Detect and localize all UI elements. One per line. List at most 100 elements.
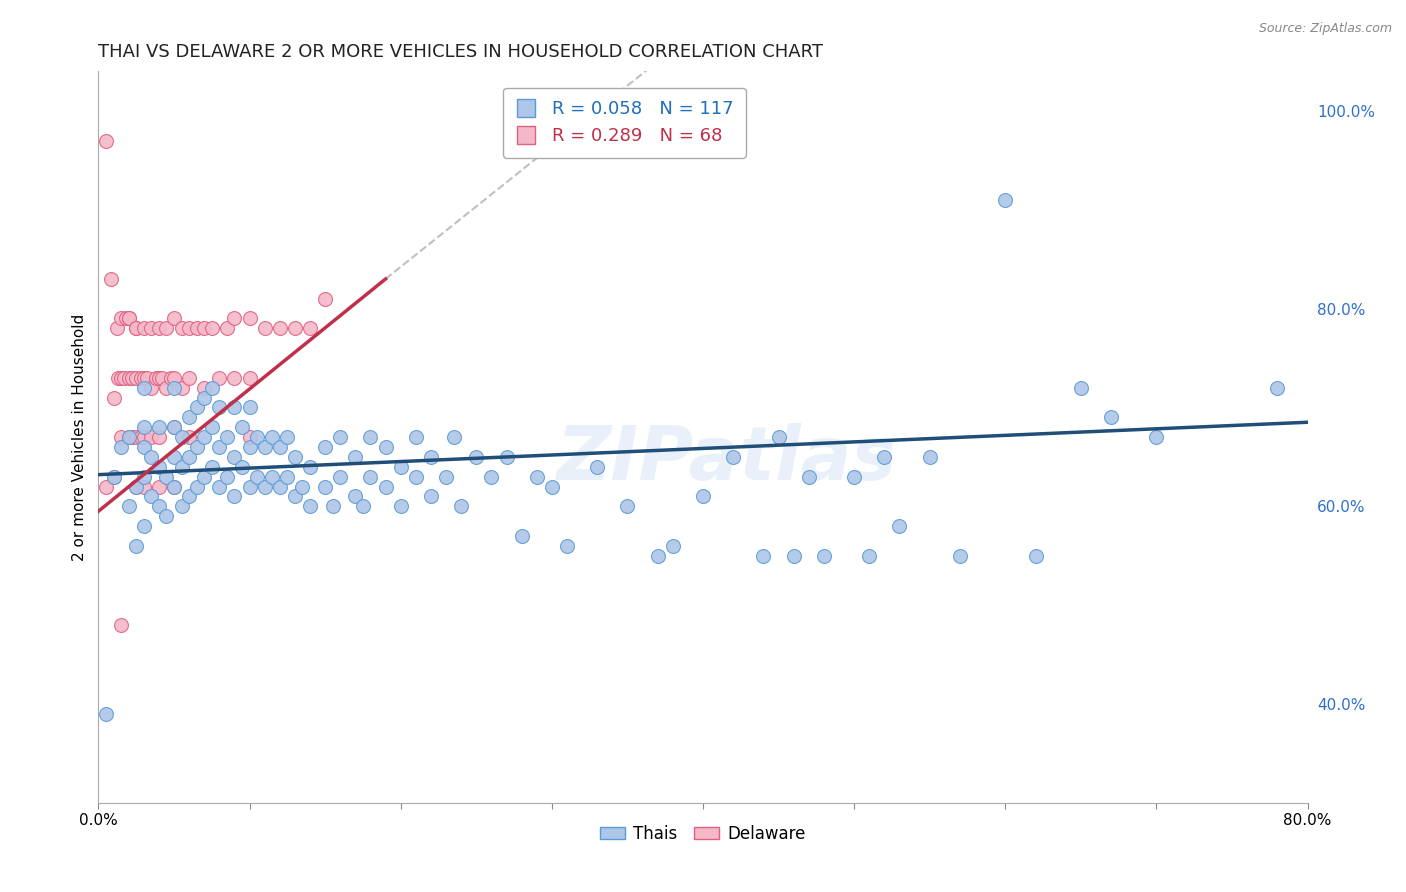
Point bbox=[555, 539, 578, 553]
Point bbox=[135, 371, 157, 385]
Point bbox=[100, 272, 122, 286]
Point bbox=[813, 549, 835, 563]
Point bbox=[145, 371, 167, 385]
Point bbox=[148, 420, 170, 434]
Point bbox=[723, 450, 745, 464]
Point bbox=[193, 430, 215, 444]
Point bbox=[284, 489, 307, 503]
Point bbox=[155, 321, 177, 335]
Point bbox=[224, 371, 246, 385]
Point bbox=[103, 391, 125, 405]
Point bbox=[110, 371, 132, 385]
Point bbox=[94, 706, 117, 721]
Point bbox=[163, 479, 186, 493]
Point bbox=[215, 430, 238, 444]
Point bbox=[125, 539, 148, 553]
Point bbox=[141, 430, 163, 444]
Point bbox=[129, 430, 152, 444]
Point bbox=[112, 371, 135, 385]
Point bbox=[540, 479, 562, 493]
Point bbox=[299, 459, 322, 474]
Point bbox=[314, 440, 336, 454]
Point bbox=[329, 469, 352, 483]
Point bbox=[389, 459, 412, 474]
Point bbox=[179, 371, 201, 385]
Point bbox=[239, 371, 262, 385]
Point bbox=[186, 440, 208, 454]
Point bbox=[186, 321, 208, 335]
Point bbox=[495, 450, 517, 464]
Point bbox=[215, 469, 238, 483]
Point bbox=[132, 430, 155, 444]
Point bbox=[783, 549, 806, 563]
Point bbox=[420, 489, 443, 503]
Point bbox=[374, 479, 396, 493]
Point bbox=[844, 469, 866, 483]
Point bbox=[269, 321, 291, 335]
Point bbox=[193, 469, 215, 483]
Point bbox=[510, 529, 533, 543]
Point bbox=[160, 371, 183, 385]
Point bbox=[374, 440, 396, 454]
Text: Source: ZipAtlas.com: Source: ZipAtlas.com bbox=[1258, 22, 1392, 36]
Point bbox=[179, 450, 201, 464]
Point bbox=[329, 430, 352, 444]
Y-axis label: 2 or more Vehicles in Household: 2 or more Vehicles in Household bbox=[72, 313, 87, 561]
Point bbox=[193, 381, 215, 395]
Point bbox=[586, 459, 609, 474]
Point bbox=[239, 430, 262, 444]
Point bbox=[155, 469, 177, 483]
Point bbox=[155, 509, 177, 524]
Point bbox=[314, 479, 336, 493]
Point bbox=[179, 430, 201, 444]
Point bbox=[276, 469, 298, 483]
Point bbox=[121, 371, 143, 385]
Point bbox=[389, 500, 412, 514]
Point bbox=[125, 321, 148, 335]
Point bbox=[163, 371, 186, 385]
Point bbox=[148, 430, 170, 444]
Point bbox=[132, 321, 155, 335]
Point bbox=[208, 479, 231, 493]
Point bbox=[170, 381, 193, 395]
Point bbox=[224, 450, 246, 464]
Point bbox=[253, 321, 276, 335]
Point bbox=[284, 450, 307, 464]
Point bbox=[253, 440, 276, 454]
Point bbox=[1144, 430, 1167, 444]
Point bbox=[208, 371, 231, 385]
Point bbox=[420, 450, 443, 464]
Point bbox=[224, 311, 246, 326]
Point bbox=[344, 489, 367, 503]
Point bbox=[1024, 549, 1046, 563]
Point bbox=[148, 500, 170, 514]
Point bbox=[269, 440, 291, 454]
Point bbox=[889, 519, 911, 533]
Point bbox=[170, 321, 193, 335]
Point bbox=[163, 450, 186, 464]
Point bbox=[155, 381, 177, 395]
Point bbox=[322, 500, 344, 514]
Point bbox=[224, 489, 246, 503]
Point bbox=[239, 479, 262, 493]
Point bbox=[132, 469, 155, 483]
Point bbox=[114, 311, 136, 326]
Point bbox=[526, 469, 548, 483]
Point bbox=[125, 479, 148, 493]
Point bbox=[118, 311, 141, 326]
Point bbox=[208, 401, 231, 415]
Point bbox=[208, 440, 231, 454]
Point bbox=[291, 479, 314, 493]
Point bbox=[141, 450, 163, 464]
Point bbox=[246, 430, 269, 444]
Point bbox=[118, 371, 141, 385]
Point bbox=[170, 500, 193, 514]
Point bbox=[239, 311, 262, 326]
Point bbox=[1099, 410, 1122, 425]
Point bbox=[443, 430, 465, 444]
Point bbox=[132, 519, 155, 533]
Point bbox=[1070, 381, 1092, 395]
Point bbox=[768, 430, 790, 444]
Point bbox=[163, 381, 186, 395]
Point bbox=[284, 321, 307, 335]
